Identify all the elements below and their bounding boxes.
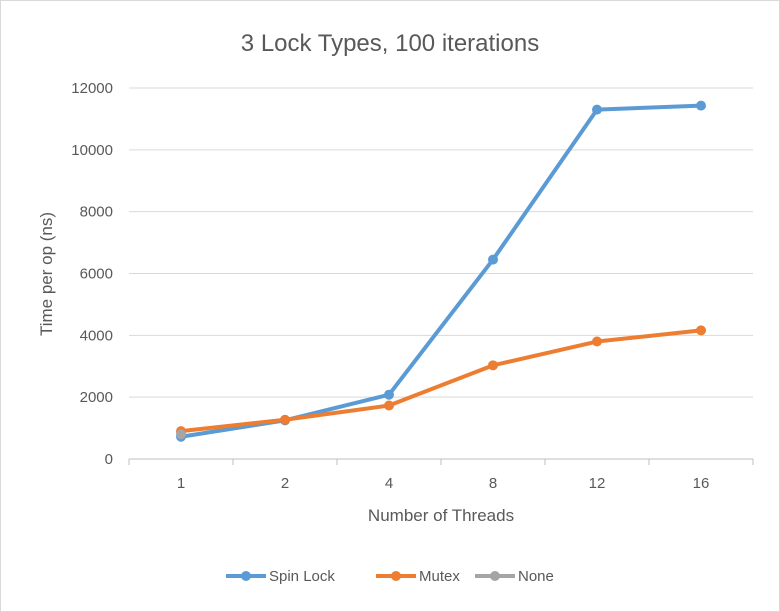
data-point [592, 104, 602, 115]
series-mutex [176, 325, 706, 437]
series-spin-lock [176, 100, 706, 442]
data-point [280, 414, 290, 425]
series-none [176, 429, 186, 440]
data-point [384, 400, 394, 411]
x-axis-label: Number of Threads [368, 506, 514, 525]
data-point [696, 100, 706, 111]
legend-label: Spin Lock [269, 568, 335, 585]
series-line [179, 328, 703, 434]
legend-label: None [518, 568, 554, 585]
series-group [176, 100, 706, 442]
data-point [696, 325, 706, 336]
data-point [488, 254, 498, 265]
data-point [384, 389, 394, 400]
y-tick-label: 8000 [80, 204, 113, 221]
legend-swatch-marker [490, 571, 500, 581]
x-tick-label: 8 [489, 475, 497, 492]
data-point [592, 336, 602, 347]
y-tick-label: 2000 [80, 389, 113, 406]
gridlines [129, 87, 753, 398]
data-point [176, 429, 186, 440]
legend-item: None [475, 568, 554, 585]
y-tick-label: 0 [105, 451, 113, 468]
legend-item: Spin Lock [226, 568, 335, 585]
y-tick-label: 4000 [80, 327, 113, 344]
x-axis [128, 458, 754, 465]
x-axis-ticks: 1 2 4 8 12 16 [177, 475, 710, 492]
x-tick-label: 1 [177, 475, 185, 492]
data-point [488, 360, 498, 371]
x-tick-label: 12 [589, 475, 606, 492]
legend-item: Mutex [376, 568, 460, 585]
legend-label: Mutex [419, 568, 460, 585]
y-tick-label: 6000 [80, 266, 113, 283]
x-tick-label: 16 [693, 475, 710, 492]
x-tick-label: 2 [281, 475, 289, 492]
legend-swatch-marker [391, 571, 401, 581]
chart-title: 3 Lock Types, 100 iterations [241, 30, 539, 57]
legend: Spin Lock Mutex None [226, 568, 554, 585]
y-tick-label: 12000 [71, 80, 113, 97]
y-axis-ticks: 0 2000 4000 6000 8000 10000 12000 [71, 80, 113, 468]
y-tick-label: 10000 [71, 142, 113, 159]
y-axis-label: Time per op (ns) [37, 212, 56, 336]
x-tick-label: 4 [385, 475, 393, 492]
legend-swatch-marker [241, 571, 251, 581]
